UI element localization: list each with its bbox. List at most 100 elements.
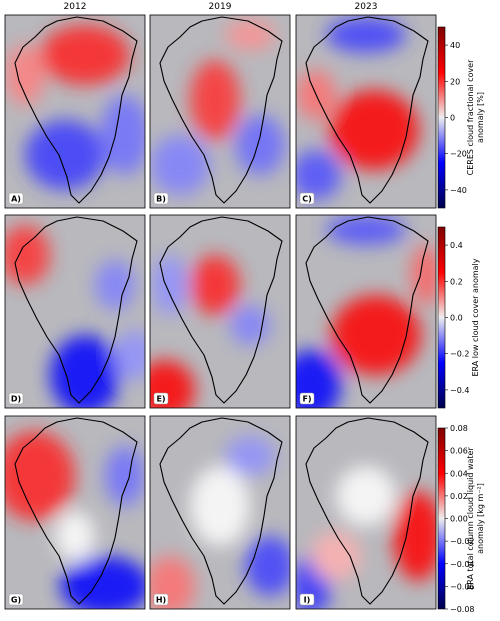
anomaly-blob	[190, 466, 250, 546]
panel-label-box	[153, 192, 169, 205]
anomaly-blob	[225, 436, 275, 476]
colorbar-tick-label: 0.06	[450, 447, 468, 456]
map-field	[296, 15, 436, 208]
map-panel: F)	[295, 214, 437, 409]
colorbar-gradient	[437, 427, 446, 610]
anomaly-blob	[50, 335, 120, 408]
panel-label: G)	[11, 596, 21, 605]
map-field	[296, 416, 436, 609]
map-field	[5, 15, 145, 208]
panel-frame	[149, 214, 291, 409]
panel-frame	[4, 14, 146, 209]
map-panel: I)	[295, 415, 437, 610]
colorbar-tick-label: 0.0	[450, 314, 463, 323]
anomaly-field	[150, 20, 285, 195]
colorbar-tick-label: 0.4	[450, 241, 463, 250]
panel-label: C)	[302, 195, 312, 204]
colorbar: −40 −20 0 20 40 CERES cloud fractional cover a…	[437, 26, 485, 209]
anomaly-blob	[326, 215, 406, 245]
panels: A) B) C) D) E) F) G) H) I)	[4, 14, 437, 610]
map-field	[5, 416, 145, 609]
anomaly-blob	[296, 150, 341, 200]
colorbar-tick-label: 0.2	[450, 277, 463, 286]
panel-label-box	[8, 593, 24, 606]
colorbar-label: CERES cloud fractional cover	[466, 59, 475, 175]
column-title: 2019	[209, 2, 232, 12]
map-panel: A)	[4, 14, 146, 209]
anomaly-blob	[5, 45, 45, 105]
map-field	[5, 215, 145, 408]
anomaly-blob	[326, 17, 406, 53]
colorbar-tick-label: −20	[450, 150, 467, 159]
colorbar-tick-label: 40	[450, 41, 460, 50]
colorbar-label: ERA low cloud cover anomaly	[471, 258, 480, 376]
colorbar-gradient	[437, 226, 446, 409]
panel-label-box	[8, 192, 24, 205]
panel-label-box	[153, 392, 169, 405]
anomaly-blob	[245, 536, 290, 596]
anomaly-blob	[190, 60, 240, 140]
panel-label-box	[153, 593, 169, 606]
anomaly-blob	[150, 135, 210, 195]
map-panel: D)	[4, 214, 146, 409]
colorbar-tick-label: 0.04	[450, 469, 468, 478]
anomaly-blob	[60, 556, 145, 609]
colorbar: −0.4 −0.2 0.0 0.2 0.4 ERA low cloud cover ano…	[437, 226, 480, 409]
colorbar-gradient	[437, 26, 446, 209]
column-title: 2023	[355, 2, 378, 12]
anomaly-blob	[105, 446, 145, 506]
colorbar-tick-label: −0.08	[450, 605, 475, 614]
panel-frame	[4, 415, 146, 610]
anomaly-blob	[190, 255, 240, 315]
colorbar: −0.08 −0.06 −0.04 −0.02 0.00 0.02 0.04 0.06 0.08…	[437, 424, 485, 614]
anomaly-field	[296, 17, 419, 200]
panel-frame	[149, 14, 291, 209]
anomaly-blob	[115, 330, 145, 380]
panel-label-box	[299, 392, 315, 405]
anomaly-blob	[230, 305, 270, 345]
panel-label: E)	[156, 395, 165, 404]
anomaly-field	[150, 436, 290, 609]
colorbar-label: anomaly [kg m⁻²]	[476, 483, 485, 554]
colorbar-tick-label: 0	[450, 114, 455, 123]
panel-label: H)	[156, 596, 166, 605]
anomaly-blob	[100, 95, 145, 175]
anomaly-blob	[331, 295, 421, 375]
map-field	[296, 215, 436, 408]
colorbar-tick-label: −0.2	[450, 350, 469, 359]
anomaly-blob	[152, 255, 188, 315]
panel-frame	[4, 214, 146, 409]
anomaly-blob	[25, 120, 105, 190]
panel-label: F)	[302, 395, 311, 404]
map-field	[150, 416, 290, 609]
colorbar-label: anomaly [%]	[476, 92, 485, 143]
panel-frame	[295, 214, 437, 409]
panel-label-box	[299, 593, 315, 606]
colorbar-tick-label: 0.02	[450, 492, 468, 501]
anomaly-blob	[5, 431, 75, 521]
anomaly-blob	[311, 531, 361, 581]
map-field	[150, 215, 290, 408]
panel-label-box	[299, 192, 315, 205]
anomaly-blob	[225, 20, 275, 50]
panel-label: B)	[156, 195, 166, 204]
panel-label: A)	[11, 195, 21, 204]
panel-label: D)	[11, 395, 21, 404]
anomaly-blob	[95, 260, 135, 310]
anomaly-field	[150, 255, 270, 408]
anomaly-blob	[40, 25, 130, 85]
colorbar-tick-label: −0.4	[450, 386, 469, 395]
colorbar-tick-label: −40	[450, 186, 467, 195]
colorbar-tick-label: −0.02	[450, 537, 475, 546]
panel-label-box	[8, 392, 24, 405]
anomaly-blob	[336, 466, 396, 526]
colorbar-tick-label: −0.04	[450, 560, 475, 569]
map-panel: E)	[149, 214, 291, 409]
anomaly-blob	[150, 556, 195, 609]
colorbar-tick-label: 0.08	[450, 424, 468, 433]
map-field	[150, 15, 290, 208]
anomaly-blob	[329, 90, 419, 170]
anomaly-blob	[235, 115, 285, 175]
